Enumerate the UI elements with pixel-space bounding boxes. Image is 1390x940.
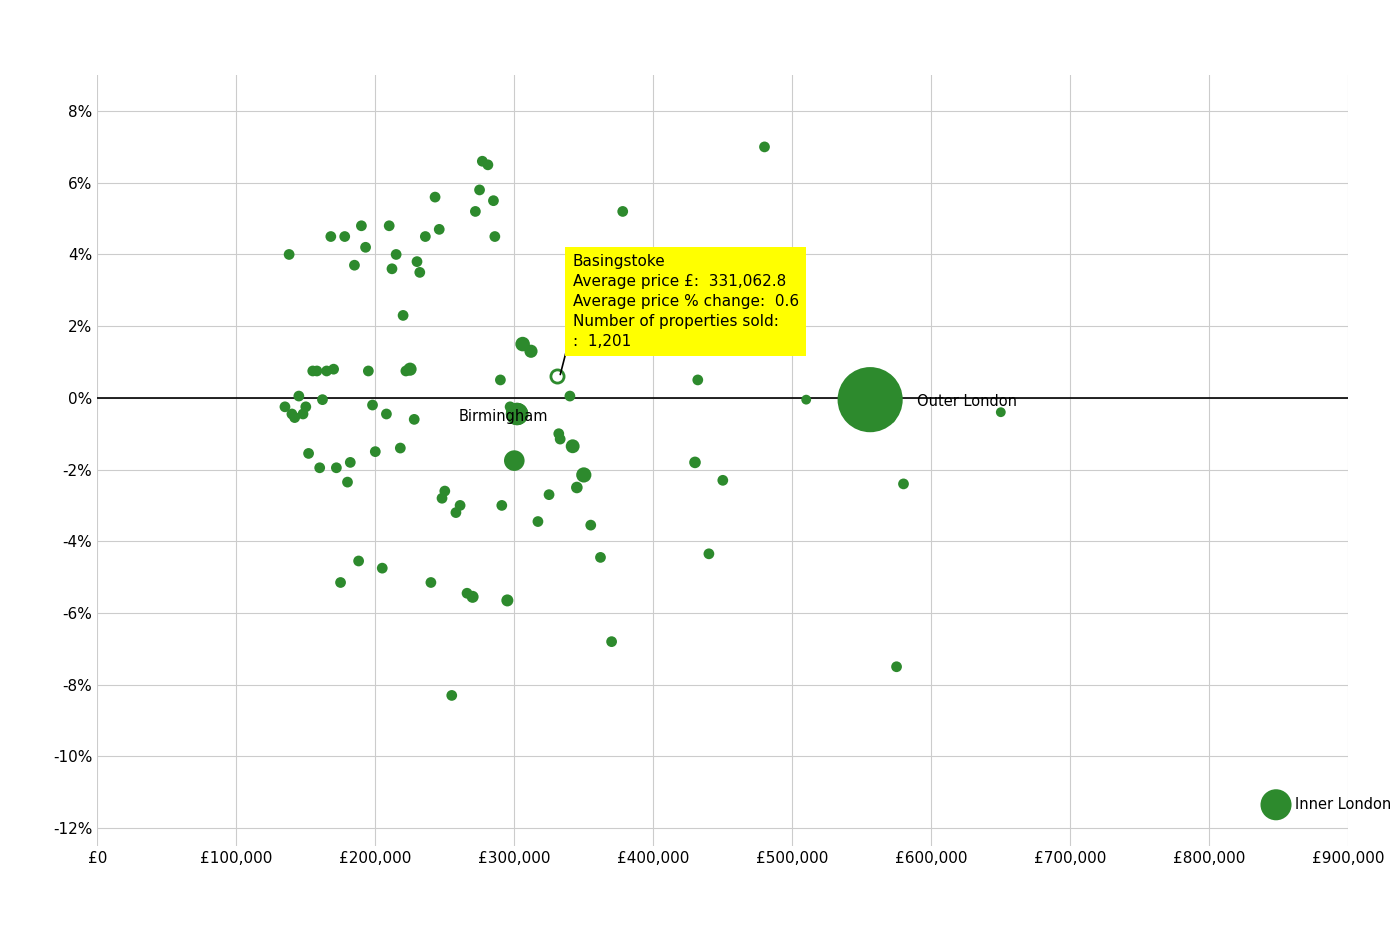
Point <box>306 364 328 379</box>
Point <box>325 461 348 476</box>
Point <box>538 487 560 502</box>
Point <box>357 364 379 379</box>
Point <box>464 204 486 219</box>
Point <box>491 498 513 513</box>
Point <box>496 593 518 608</box>
Point <box>527 514 549 529</box>
Point <box>395 364 417 379</box>
Point <box>392 308 414 323</box>
Point <box>684 455 706 470</box>
Point <box>354 240 377 255</box>
Point <box>409 265 431 280</box>
Point <box>348 554 370 569</box>
Point <box>334 229 356 244</box>
Point <box>600 634 623 650</box>
Text: Inner London: Inner London <box>1295 797 1390 812</box>
Point <box>753 139 776 154</box>
Point <box>281 406 303 421</box>
Point <box>471 154 493 169</box>
Point <box>441 688 463 703</box>
Point <box>878 410 901 425</box>
Point <box>859 392 881 407</box>
Point <box>295 400 317 415</box>
Point <box>477 157 499 172</box>
Point <box>559 388 581 403</box>
Point <box>468 182 491 197</box>
Point <box>420 575 442 590</box>
Point <box>288 388 310 403</box>
Point <box>449 498 471 513</box>
Point <box>506 406 528 421</box>
Point <box>687 372 709 387</box>
Point <box>311 392 334 407</box>
Point <box>546 368 569 384</box>
Point <box>712 473 734 488</box>
Point <box>482 193 505 208</box>
Point <box>428 222 450 237</box>
Point <box>309 461 331 476</box>
Text: Basingstoke
Average price £:  331,062.8
Average price % change:  0.6
Number of p: Basingstoke Average price £: 331,062.8 A… <box>573 255 799 349</box>
Point <box>375 406 398 421</box>
Point <box>278 247 300 262</box>
Point <box>381 261 403 276</box>
Point <box>548 426 570 441</box>
Point <box>1265 797 1287 812</box>
Point <box>562 439 584 454</box>
Point <box>503 453 525 468</box>
Point <box>580 518 602 533</box>
Text: Birmingham: Birmingham <box>459 409 548 424</box>
Point <box>414 229 436 244</box>
Point <box>371 560 393 575</box>
Point <box>431 491 453 506</box>
Point <box>489 372 512 387</box>
Point <box>892 477 915 492</box>
Point <box>520 344 542 359</box>
Point <box>589 550 612 565</box>
Point <box>484 229 506 244</box>
Point <box>566 480 588 495</box>
Point <box>378 218 400 233</box>
Point <box>339 455 361 470</box>
Point <box>329 575 352 590</box>
Point <box>795 392 817 407</box>
Point <box>350 218 373 233</box>
Point <box>284 410 306 425</box>
Point <box>499 400 521 415</box>
Point <box>456 586 478 601</box>
Point <box>549 431 571 446</box>
Point <box>424 190 446 205</box>
Point <box>364 444 386 459</box>
Point <box>512 337 534 352</box>
Point <box>361 398 384 413</box>
Point <box>322 362 345 377</box>
Point <box>434 483 456 498</box>
Point <box>336 475 359 490</box>
Point <box>389 441 411 456</box>
Point <box>320 229 342 244</box>
Point <box>274 400 296 415</box>
Point <box>461 589 484 604</box>
Point <box>399 362 421 377</box>
Point <box>573 467 595 482</box>
Point <box>445 505 467 520</box>
Point <box>506 406 528 421</box>
Point <box>990 405 1012 420</box>
Point <box>297 446 320 461</box>
Point <box>612 204 634 219</box>
Point <box>698 546 720 561</box>
Point <box>316 364 338 379</box>
Text: Outer London: Outer London <box>917 394 1017 409</box>
Point <box>385 247 407 262</box>
Point <box>885 659 908 674</box>
Point <box>406 254 428 269</box>
Point <box>292 406 314 421</box>
Point <box>302 364 324 379</box>
Point <box>403 412 425 427</box>
Point <box>343 258 366 273</box>
